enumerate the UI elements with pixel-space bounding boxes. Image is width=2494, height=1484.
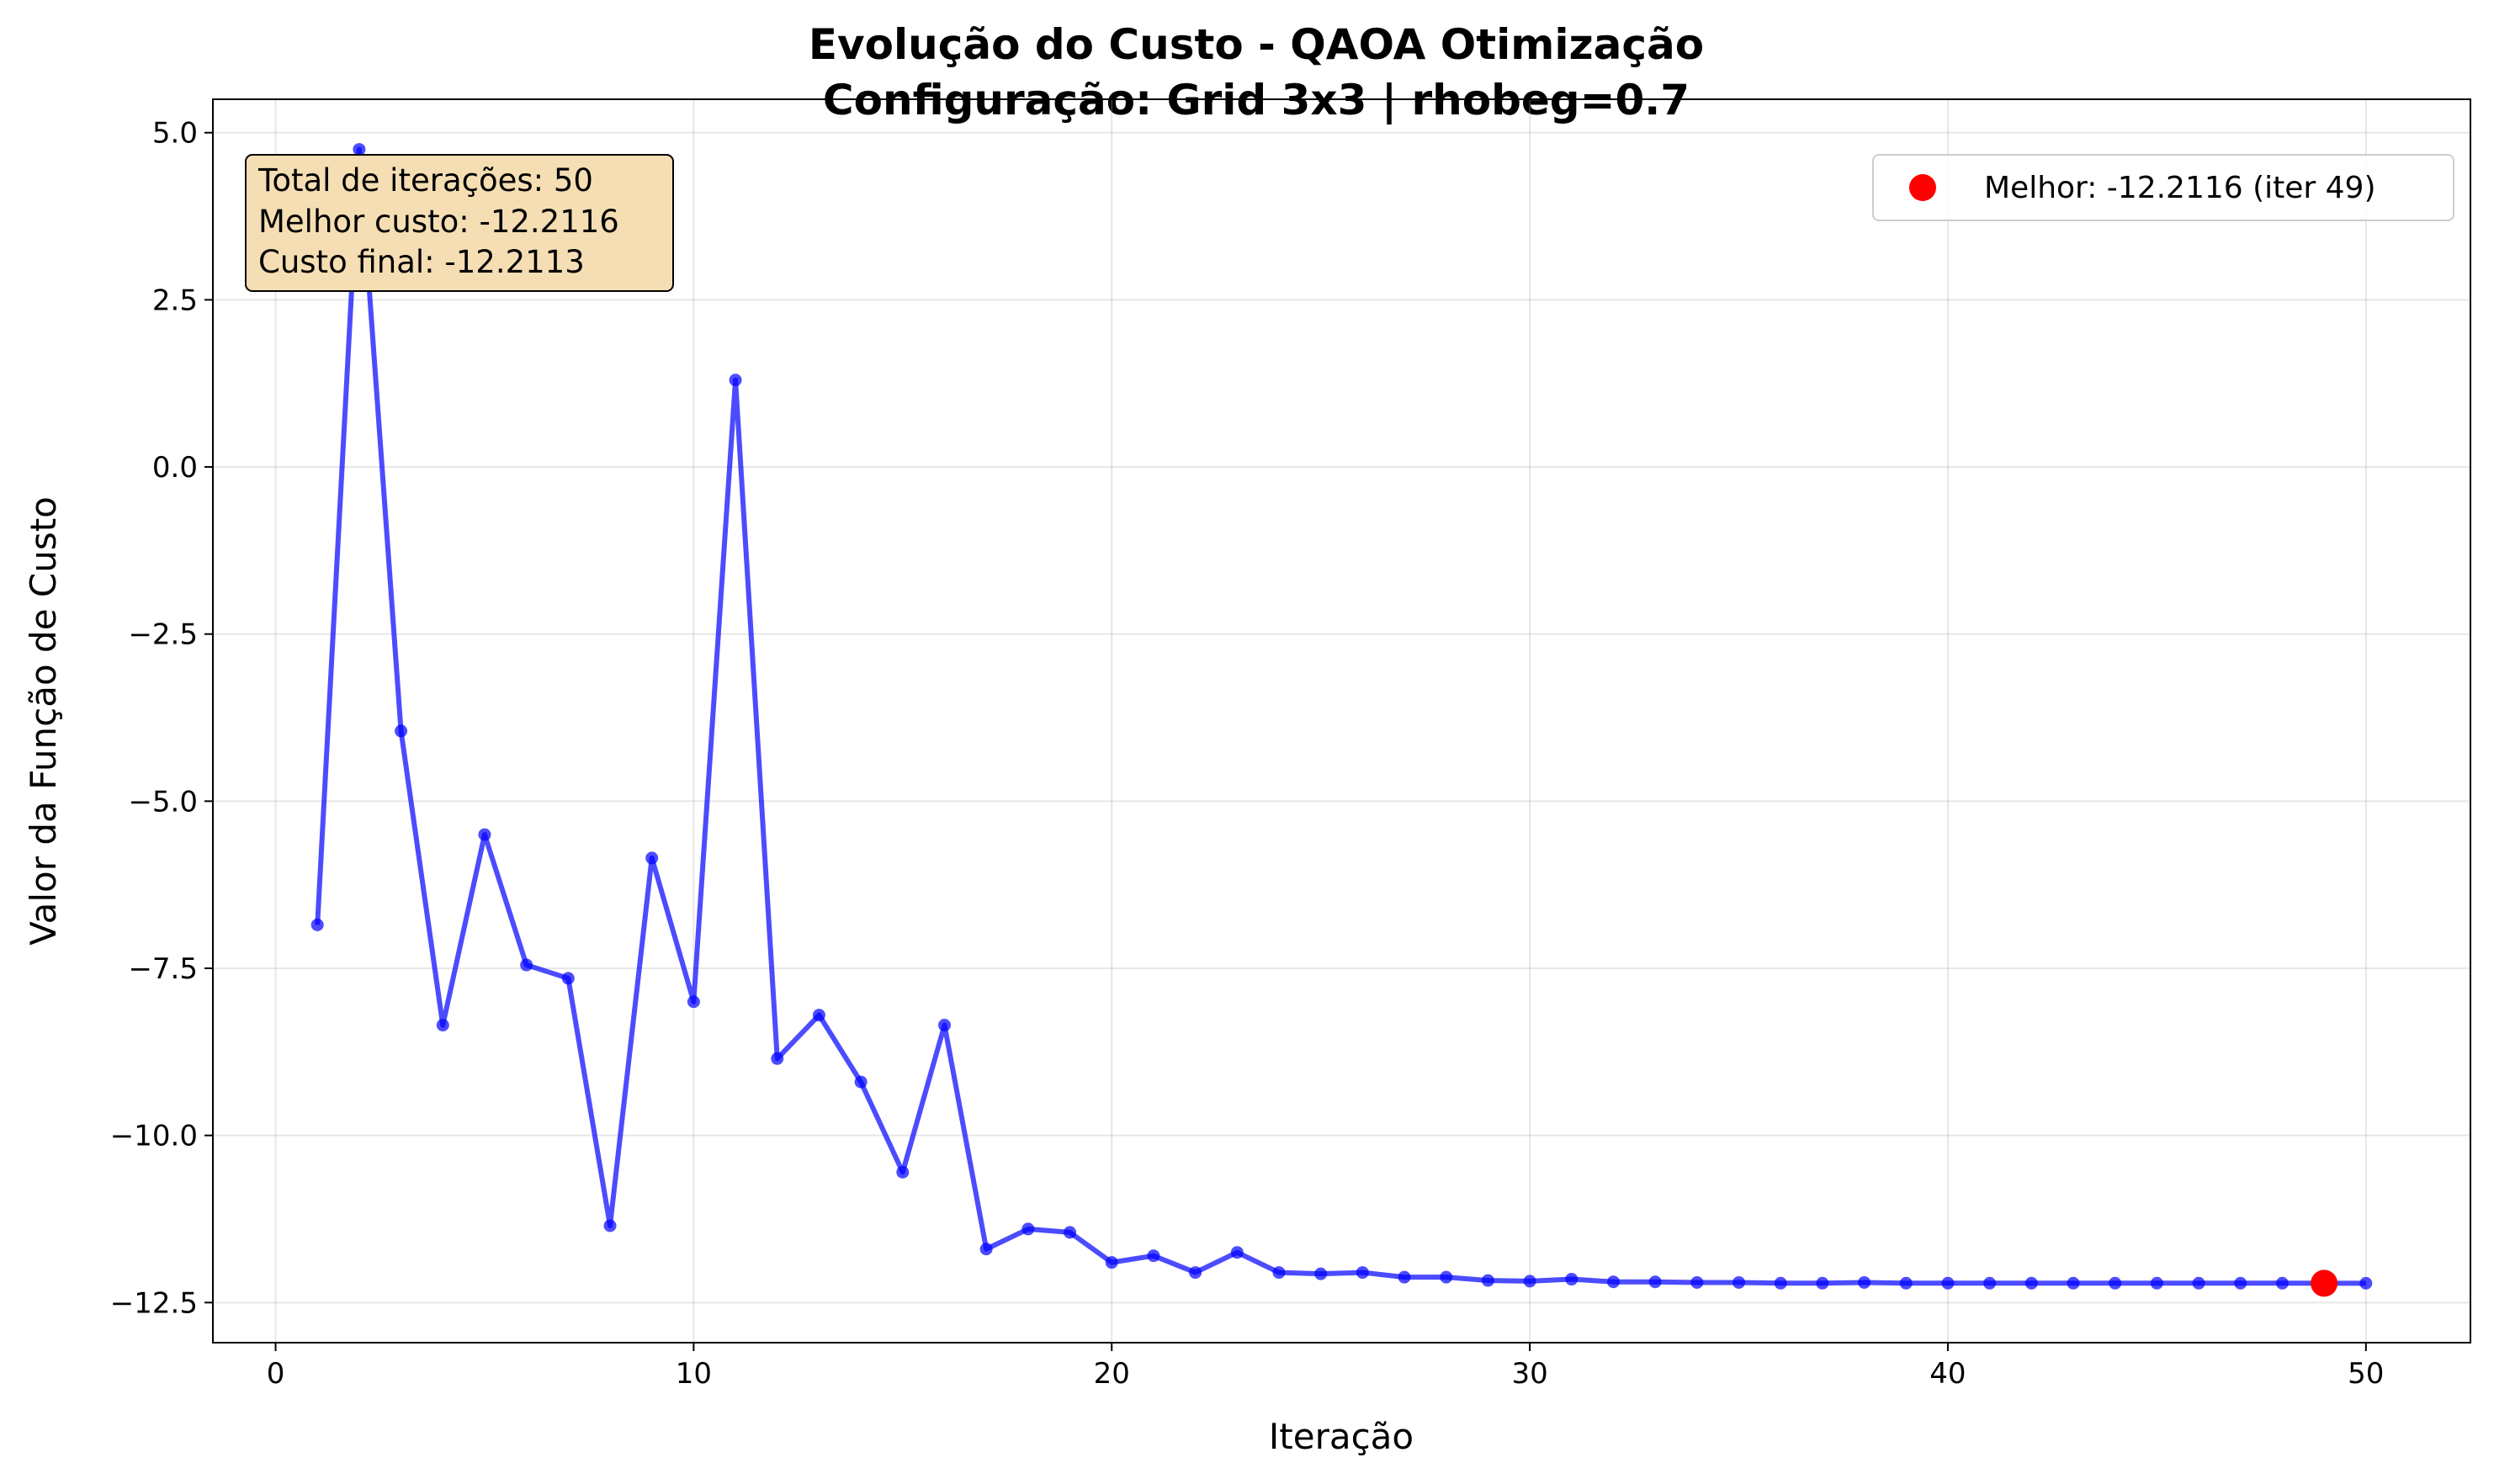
cost-point (2109, 1276, 2122, 1290)
x-tick-label: 10 (676, 1357, 712, 1391)
cost-point (1314, 1267, 1328, 1280)
cost-point (353, 143, 366, 156)
cost-point (395, 724, 408, 738)
cost-point (2275, 1276, 2289, 1290)
cost-point (1147, 1249, 1160, 1263)
plot-frame (212, 98, 2471, 1344)
y-axis-ticks: 5.0 2.5 0.0 −2.5 −5.0 −7.5 −10.0 −12.5 (110, 117, 213, 1320)
x-tick-label: 20 (1094, 1357, 1130, 1391)
cost-point (1565, 1273, 1579, 1286)
cost-point (1440, 1270, 1453, 1284)
cost-point (2067, 1276, 2080, 1290)
cost-point (771, 1052, 784, 1065)
info-box-background (245, 154, 674, 292)
cost-point (1690, 1275, 1704, 1289)
x-axis-label: Iteração (1269, 1416, 1414, 1457)
cost-point (1816, 1276, 1829, 1290)
cost-point (1648, 1275, 1662, 1289)
cost-point (1983, 1276, 1997, 1290)
cost-point (603, 1219, 617, 1232)
cost-point (1021, 1222, 1035, 1236)
cost-point (2024, 1276, 2038, 1290)
legend: Melhor: -12.2116 (iter 49) (1872, 154, 2454, 221)
cost-point (812, 1009, 825, 1022)
y-tick-label: −7.5 (128, 952, 198, 986)
cost-point (937, 1019, 951, 1032)
cost-point (1606, 1275, 1620, 1289)
x-tick-label: 50 (2348, 1357, 2384, 1391)
y-axis-label: Valor da Função de Custo (23, 496, 64, 946)
y-tick-label: 0.0 (152, 451, 198, 485)
cost-point (520, 958, 533, 972)
cost-point (478, 828, 491, 841)
y-tick-label: 2.5 (152, 284, 198, 317)
cost-point (1481, 1274, 1494, 1287)
cost-point (436, 1019, 449, 1032)
cost-point (1398, 1270, 1411, 1284)
x-tick-label: 0 (267, 1357, 285, 1391)
legend-label-best: Melhor: -12.2116 (iter 49) (1984, 171, 2376, 205)
x-tick-label: 40 (1929, 1357, 1966, 1391)
y-tick-label: 5.0 (152, 117, 198, 151)
info-total-iterations: Total de iterações: 50 (257, 162, 593, 199)
info-best-cost: Melhor custo: -12.2116 (258, 204, 619, 240)
y-tick-label: −5.0 (128, 785, 198, 819)
cost-point (1105, 1256, 1118, 1269)
cost-point (1064, 1226, 1077, 1239)
x-tick-label: 30 (1511, 1357, 1547, 1391)
cost-point (1356, 1266, 1369, 1280)
cost-point (1733, 1275, 1746, 1289)
cost-point (1523, 1275, 1536, 1288)
cost-point (1858, 1275, 1871, 1289)
legend-marker-best (1909, 174, 1936, 201)
cost-line (315, 146, 2366, 1286)
cost-point (979, 1243, 993, 1256)
cost-point (896, 1165, 910, 1179)
cost-point (729, 374, 742, 387)
best-point-marker (2311, 1269, 2338, 1297)
series-cost (310, 143, 2373, 1290)
grid (213, 99, 2470, 1343)
cost-point (687, 995, 700, 1009)
cost-point (1899, 1276, 1913, 1290)
y-tick-label: −2.5 (128, 618, 198, 652)
cost-point (561, 972, 575, 985)
cost-point (2234, 1276, 2247, 1290)
info-final-cost: Custo final: -12.2113 (258, 244, 585, 280)
cost-point (310, 918, 324, 931)
x-axis-ticks: 0 10 20 30 40 50 (267, 1343, 2384, 1391)
cost-point (1230, 1246, 1244, 1259)
cost-point (1272, 1266, 1286, 1280)
cost-point (854, 1075, 868, 1089)
y-tick-label: −10.0 (110, 1120, 198, 1153)
cost-point (1189, 1266, 1202, 1280)
best-marker-layer (2311, 1269, 2338, 1297)
info-box: Total de iterações: 50 Melhor custo: -12… (245, 154, 674, 292)
chart-title-line1: Evolução do Custo - QAOA Otimização (809, 20, 1704, 69)
cost-point (2359, 1276, 2373, 1290)
cost-point (2192, 1276, 2205, 1290)
cost-point (645, 851, 659, 865)
legend-frame (1872, 154, 2454, 221)
cost-point (1774, 1276, 1787, 1290)
y-tick-label: −12.5 (110, 1286, 198, 1320)
cost-point (1941, 1276, 1955, 1290)
cost-point (2150, 1276, 2163, 1290)
